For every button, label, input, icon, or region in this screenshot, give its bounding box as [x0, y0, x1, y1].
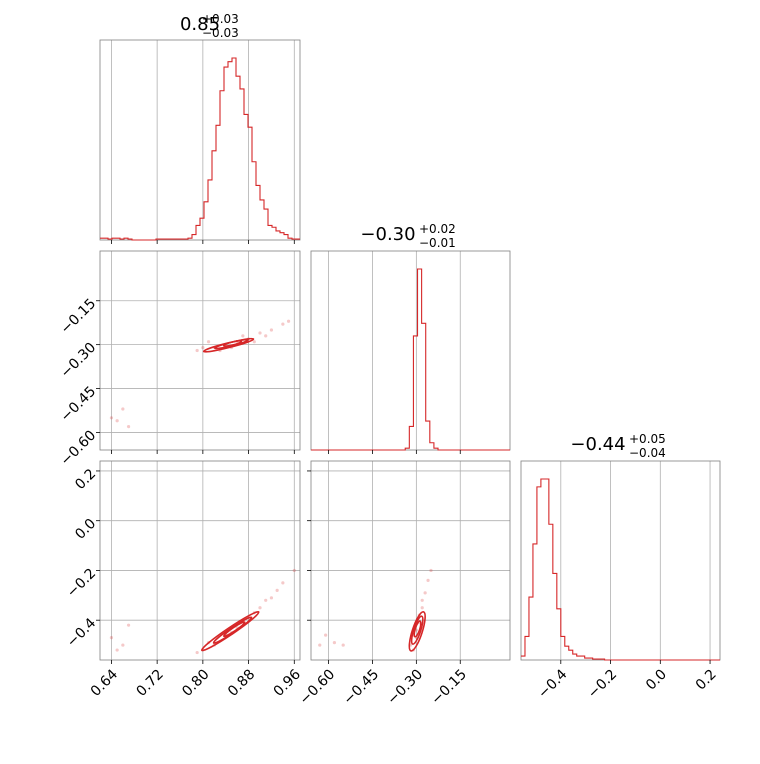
title-param-1: −0.30: [360, 224, 415, 245]
title-param-0: 0.85: [180, 14, 220, 35]
pair-panel-0-1-contour-2: [222, 340, 243, 347]
title-param-2: −0.44: [570, 434, 625, 455]
pair-panel-0-1-ytick-label-2: −0.30: [58, 340, 100, 382]
pair-panel-0-2-point-14: [264, 598, 268, 602]
pair-panel-0-2-xtick-label-3: 0.88: [225, 666, 258, 699]
pair-panel-1-2-point-6: [429, 568, 433, 573]
title-1-plus: +0.02: [419, 222, 456, 236]
pair-panel-0-1-point-5: [258, 331, 262, 335]
pair-panel-0-2-ytick-label-1: −0.2: [64, 565, 99, 600]
pair-panel-0-2-point-9: [195, 650, 199, 655]
pair-panel-0-2-contour-2: [223, 621, 246, 638]
title-2-median: −0.44: [570, 434, 625, 455]
pair-panel-0-1-point-0: [201, 345, 205, 350]
pair-panel-0-2-point-6: [269, 596, 274, 600]
pair-panel-0-2-point-18: [126, 623, 131, 627]
pair-panel-0-1: −0.60−0.45−0.30−0.15: [58, 250, 301, 469]
pair-panel-0-1-point-14: [252, 340, 256, 344]
hist-panel-2-xtick-label-0: −0.4: [535, 666, 570, 701]
title-2-minus: −0.04: [629, 446, 666, 460]
pair-panel-0-1-point-15: [264, 334, 268, 338]
pair-panel-1-2: −0.60 −0.45 −0.30 −0.15: [297, 460, 511, 708]
pair-panel-1-2-point-5: [426, 578, 430, 583]
pair-panel-0-2-xtick-label-2: 0.80: [179, 666, 212, 699]
panels-layer: −0.4 −0.2 0.0 0.2−0.60−0.45−0.30−0.150.64 0.…: [58, 39, 721, 708]
pair-panel-0-1-point-7: [281, 322, 285, 326]
hist-panel-2-xtick-label-2: 0.0: [643, 666, 670, 693]
pair-panel-0-2-point-17: [121, 643, 125, 647]
title-0-minus: −0.03: [202, 26, 239, 40]
pair-panel-0-2-point-19: [115, 648, 119, 652]
pair-panel-0-2-point-15: [275, 588, 279, 592]
pair-panel-1-2-point-3: [420, 606, 424, 610]
hist-panel-2: −0.4 −0.2 0.0 0.2: [520, 460, 721, 702]
pair-panel-0-2-point-7: [281, 581, 285, 585]
pair-panel-0-2-xtick-label-1: 0.72: [134, 666, 167, 699]
hist-panel-1-frame: [310, 250, 511, 451]
pair-panel-0-1-point-18: [121, 407, 125, 411]
pair-panel-0-2-frame: [99, 460, 301, 661]
pair-panel-0-1-point-6: [269, 328, 274, 332]
title-2-plus: +0.05: [629, 432, 666, 446]
hist-panel-0-frame: [99, 39, 301, 241]
pair-panel-1-2-contour-2: [413, 620, 422, 638]
pair-panel-1-2-xtick-label-0: −0.60: [297, 666, 339, 708]
hist-panel-2-xtick-label-1: −0.2: [585, 666, 620, 701]
pair-panel-0-1-point-9: [195, 348, 199, 353]
pair-panel-1-2-contour-1: [410, 615, 424, 645]
pair-panel-1-2-point-14: [341, 643, 345, 647]
pair-panel-0-2-contour-0: [200, 610, 260, 652]
pair-panel-0-2-xtick-label-0: 0.64: [88, 666, 121, 699]
pair-panel-1-2-point-12: [324, 633, 328, 637]
pair-panel-0-2-ytick-label-3: 0.2: [72, 466, 99, 493]
pair-panel-0-1-point-16: [109, 416, 114, 420]
pair-panel-1-2-point-13: [332, 640, 337, 645]
pair-panel-1-2-point-11: [420, 598, 424, 602]
hist-panel-0-step-line: [100, 57, 300, 241]
hist-panel-1-step-line: [311, 268, 510, 451]
hist-panel-0: [99, 39, 301, 244]
hist-panel-1: [310, 250, 511, 454]
pair-panel-0-1-frame: [99, 250, 301, 451]
pair-panel-0-1-ytick-label-0: −0.60: [58, 427, 100, 469]
pair-panel-0-2-ytick-label-2: 0.0: [72, 516, 99, 543]
pair-panel-0-2-ytick-label-0: −0.4: [64, 615, 99, 650]
pair-panel-1-2-contour-0: [408, 611, 426, 652]
pair-panel-1-2-point-15: [318, 643, 322, 647]
title-0-plus: +0.03: [202, 12, 239, 26]
title-1-minus: −0.01: [419, 236, 456, 250]
pair-panel-0-1-point-10: [206, 340, 211, 344]
pair-panel-0-2-point-5: [258, 606, 262, 610]
pair-panel-1-2-point-4: [423, 591, 427, 595]
pair-panel-0-2: 0.64 0.72 0.80 0.88 0.96−0.4−0.20.00.2: [64, 460, 304, 700]
pair-panel-0-1-point-19: [126, 424, 131, 429]
pair-panel-1-2-xtick-label-2: −0.30: [384, 666, 426, 708]
pair-panel-1-2-xtick-label-1: −0.45: [341, 666, 383, 708]
pair-panel-0-2-contour-1: [212, 616, 253, 644]
pair-panel-0-1-point-8: [286, 319, 291, 323]
pair-panel-0-2-point-16: [109, 636, 114, 640]
pair-panel-0-1-ytick-label-1: −0.45: [58, 384, 100, 426]
pair-panel-0-1-point-17: [115, 419, 119, 423]
pair-panel-0-2-point-8: [292, 568, 296, 573]
title-1-median: −0.30: [360, 224, 415, 245]
pair-panel-0-1-point-13: [241, 334, 245, 338]
pair-panel-1-2-frame: [310, 460, 511, 661]
hist-panel-2-frame: [520, 460, 721, 661]
pair-panel-1-2-xtick-label-3: −0.15: [428, 666, 470, 708]
hist-panel-2-step-line: [521, 478, 720, 661]
hist-panel-2-xtick-label-3: 0.2: [693, 666, 720, 693]
pair-panel-0-1-ytick-label-3: −0.15: [58, 296, 100, 338]
title-0-median: 0.85: [180, 14, 220, 35]
